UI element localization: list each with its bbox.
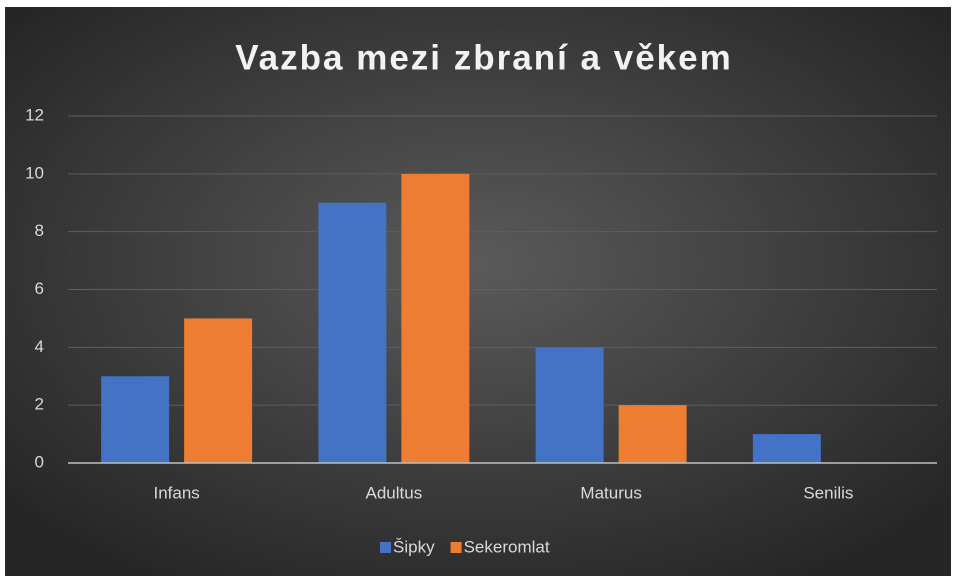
y-tick-label: 8 bbox=[35, 221, 44, 240]
legend-label: Sekeromlat bbox=[464, 537, 550, 556]
legend-label: Šipky bbox=[393, 537, 435, 556]
legend-swatch bbox=[450, 542, 462, 553]
bar bbox=[401, 173, 470, 464]
chart-title: Vazba mezi zbraní a věkem bbox=[235, 38, 732, 77]
bar bbox=[184, 318, 253, 463]
y-tick-label: 0 bbox=[35, 452, 44, 471]
x-tick-label: Adultus bbox=[366, 483, 423, 502]
y-tick-label: 4 bbox=[35, 337, 44, 356]
bar bbox=[618, 405, 687, 463]
y-tick-label: 2 bbox=[35, 395, 44, 414]
x-tick-label: Senilis bbox=[803, 483, 853, 502]
y-tick-label: 10 bbox=[25, 163, 44, 182]
bar bbox=[101, 376, 170, 463]
bar bbox=[535, 347, 604, 463]
y-tick-label: 6 bbox=[35, 279, 44, 298]
bar bbox=[752, 434, 821, 463]
x-tick-label: Infans bbox=[153, 483, 199, 502]
y-tick-label: 12 bbox=[25, 105, 44, 124]
legend-swatch bbox=[380, 542, 391, 553]
chart-background bbox=[5, 7, 951, 576]
bar bbox=[318, 202, 387, 463]
x-tick-label: Maturus bbox=[580, 483, 641, 502]
